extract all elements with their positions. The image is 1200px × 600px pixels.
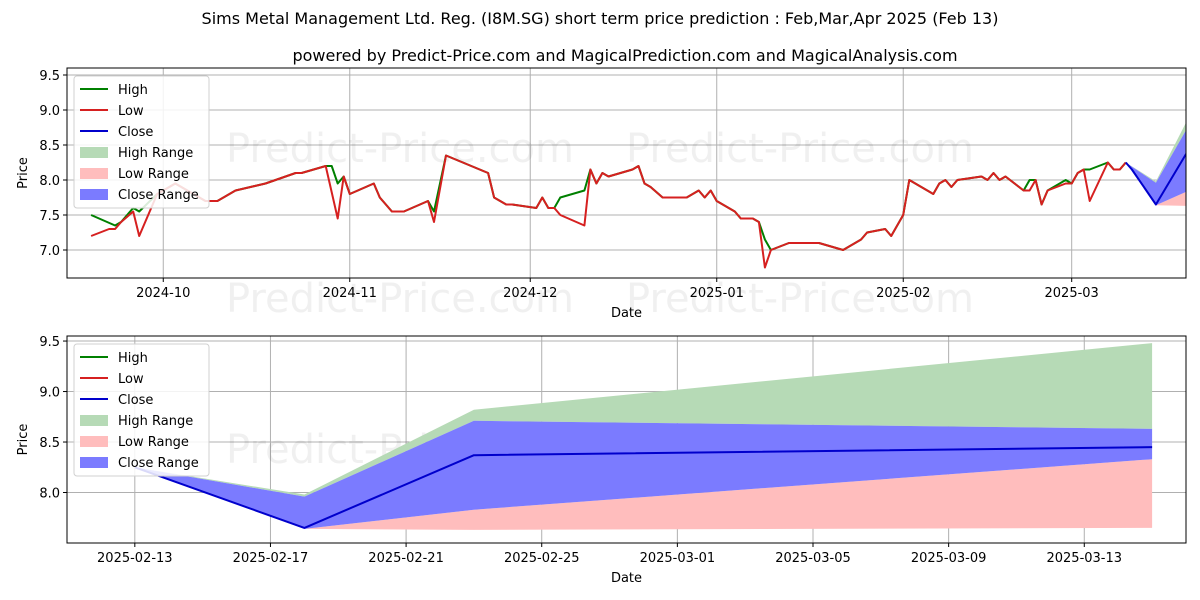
y-tick-label: 9.5 <box>39 69 60 84</box>
x-tick-label: 2025-03-13 <box>1046 551 1122 566</box>
legend-label-low-range: Low Range <box>118 435 189 450</box>
legend-label-high: High <box>118 83 148 98</box>
low-range-area <box>134 459 1153 530</box>
close-range-area <box>134 420 1153 529</box>
chart-title: Sims Metal Management Ltd. Reg. (I8M.SG)… <box>201 9 999 28</box>
y-axis-label: Price <box>16 424 31 456</box>
y-tick-label: 8.0 <box>39 174 60 189</box>
x-tick-label: 2025-03-05 <box>775 551 851 566</box>
legend-swatch-high-range <box>80 147 108 158</box>
legend-label-low-range: Low Range <box>118 167 189 182</box>
x-tick-label: 2024-12 <box>503 286 557 301</box>
legend-swatch-close-range <box>80 457 108 468</box>
y-tick-label: 9.5 <box>39 335 60 350</box>
legend-label-close: Close <box>118 393 153 408</box>
x-tick-label: 2025-02-13 <box>97 551 173 566</box>
x-axis-label: Date <box>611 306 642 321</box>
legend-label-high-range: High Range <box>118 414 193 429</box>
y-tick-label: 9.0 <box>39 104 60 119</box>
legend-label-close-range: Close Range <box>118 188 199 203</box>
legend-swatch-high-range <box>80 415 108 426</box>
chart-panel-2: Predict-Price.comPredict-Price.com2025-0… <box>16 335 1187 586</box>
x-tick-label: 2025-01 <box>690 286 744 301</box>
x-axis-label: Date <box>611 571 642 586</box>
legend-label-close-range: Close Range <box>118 456 199 471</box>
y-tick-label: 7.5 <box>39 209 60 224</box>
x-tick-label: 2024-11 <box>323 286 377 301</box>
watermark: Predict-Price.com <box>626 276 974 322</box>
x-tick-label: 2025-02 <box>876 286 930 301</box>
x-tick-label: 2025-02-17 <box>233 551 309 566</box>
plot-area <box>90 122 1186 269</box>
high-range-area <box>134 343 1153 497</box>
watermark: Predict-Price.com <box>226 126 574 172</box>
high-range-area <box>1125 122 1186 183</box>
y-tick-label: 9.0 <box>39 386 60 401</box>
legend-label-close: Close <box>118 125 153 140</box>
legend-swatch-low-range <box>80 168 108 179</box>
low-series-line <box>90 154 1127 269</box>
legend-label-high: High <box>118 351 148 366</box>
plot-frame <box>66 335 1187 544</box>
x-tick-label: 2025-03-09 <box>911 551 987 566</box>
close-series-line <box>134 446 1153 529</box>
x-tick-label: 2025-03-01 <box>640 551 716 566</box>
chart-subtitle: powered by Predict-Price.com and Magical… <box>292 46 958 65</box>
plot-frame <box>66 67 1187 279</box>
legend-label-low: Low <box>118 104 144 119</box>
close-range-area <box>1125 130 1186 206</box>
y-tick-label: 8.5 <box>39 139 60 154</box>
x-tick-label: 2025-02-25 <box>504 551 580 566</box>
x-tick-label: 2025-03 <box>1045 286 1099 301</box>
y-axis-label: Price <box>16 157 31 189</box>
close-series-line <box>1125 153 1186 206</box>
legend-swatch-low-range <box>80 436 108 447</box>
plot-area <box>134 343 1153 530</box>
y-tick-label: 8.5 <box>39 436 60 451</box>
watermark: Predict-Price.com <box>626 126 974 172</box>
legend-swatch-close-range <box>80 189 108 200</box>
legend: High Low Close High Range Low Range Close Ran… <box>73 343 210 477</box>
chart-panel-1: Predict-Price.com Predict-Price.com Predic… <box>16 67 1187 322</box>
legend-label-low: Low <box>118 372 144 387</box>
y-tick-label: 7.0 <box>39 244 60 259</box>
low-range-area <box>1125 162 1186 206</box>
legend: High Low Close High Range Low Range Close Ran… <box>73 75 210 209</box>
watermark: Predict-Price.com <box>226 276 574 322</box>
y-tick-label: 8.0 <box>39 487 60 502</box>
legend-label-high-range: High Range <box>118 146 193 161</box>
x-tick-label: 2024-10 <box>136 286 190 301</box>
x-tick-label: 2025-02-21 <box>368 551 444 566</box>
